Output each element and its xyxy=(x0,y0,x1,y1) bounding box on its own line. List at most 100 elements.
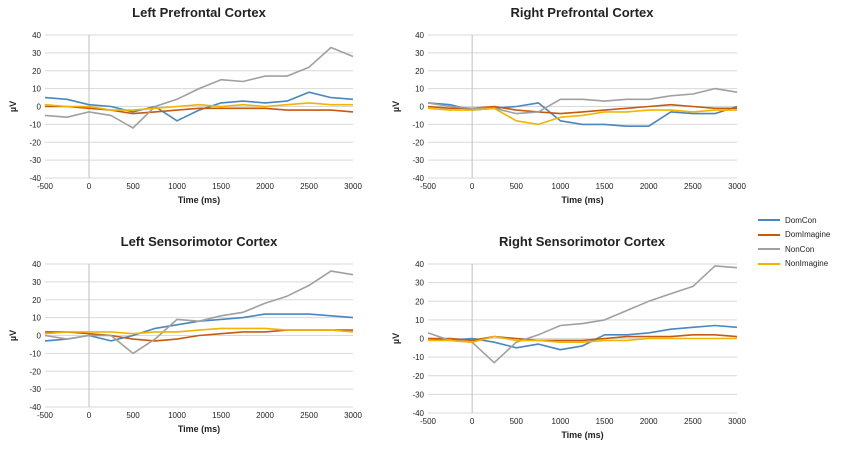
y-tick-label: -40 xyxy=(29,174,41,183)
y-tick-label: -30 xyxy=(29,156,41,165)
x-axis-label: Time (ms) xyxy=(178,195,220,205)
y-tick-label: -10 xyxy=(412,120,424,129)
x-tick-label: 2500 xyxy=(684,417,702,426)
x-tick-label: -500 xyxy=(420,417,437,426)
legend-label-nonimagine: NonImagine xyxy=(785,259,829,269)
series-line-domimagine xyxy=(428,333,738,342)
series-line-noncon xyxy=(44,46,354,129)
y-tick-label: 0 xyxy=(420,103,425,112)
x-tick-label: 3000 xyxy=(344,411,362,420)
y-tick-label: 40 xyxy=(415,260,424,269)
x-tick-label: 0 xyxy=(87,411,92,420)
x-tick-label: 1500 xyxy=(596,417,614,426)
x-tick-label: 2500 xyxy=(684,182,702,191)
x-axis-label: Time (ms) xyxy=(178,424,220,434)
y-tick-label: 40 xyxy=(415,31,424,40)
x-tick-label: 2500 xyxy=(300,182,318,191)
legend-label-domimagine: DomImagine xyxy=(785,230,831,240)
series-line-nonimagine xyxy=(44,102,353,111)
y-tick-label: 0 xyxy=(420,335,425,344)
x-tick-label: 1000 xyxy=(552,417,570,426)
series-line-nonimagine xyxy=(44,327,354,335)
x-tick-label: -500 xyxy=(37,411,54,420)
y-axis-label: µV xyxy=(391,101,401,112)
series-line-noncon xyxy=(44,270,354,355)
y-tick-label: 10 xyxy=(415,85,424,94)
x-tick-label: 3000 xyxy=(728,417,746,426)
legend-item-domcon: DomCon xyxy=(758,213,830,228)
y-tick-label: 20 xyxy=(32,296,41,305)
chart-panel-4: 40 30 20 10 0 -10 -20 -30 -40-500 0 500 1000 1500 200… xyxy=(391,234,746,440)
y-axis-label: µV xyxy=(391,333,401,344)
series-line-nonimagine xyxy=(428,335,737,344)
y-tick-label: 40 xyxy=(32,260,41,269)
x-tick-label: 500 xyxy=(126,411,140,420)
legend-swatch-domimagine xyxy=(758,233,780,236)
y-tick-label: -20 xyxy=(29,367,41,376)
legend-label-domcon: DomCon xyxy=(785,215,817,225)
legend-label-noncon: NonCon xyxy=(785,244,815,254)
x-tick-label: 1000 xyxy=(168,411,186,420)
y-tick-label: 30 xyxy=(415,49,424,58)
y-tick-label: 20 xyxy=(415,67,424,76)
chart-panel-1: 40 30 20 10 0 -10 -20 -30 -40-500 0 500 1000 1500 200… xyxy=(8,5,362,205)
series-line-domimagine xyxy=(45,105,354,115)
legend: DomCon DomImagine NonCon NonImagine xyxy=(758,213,830,271)
series-line-noncon xyxy=(427,265,738,364)
series-line-domcon xyxy=(427,324,738,351)
x-tick-label: 2000 xyxy=(256,411,274,420)
x-tick-label: 1500 xyxy=(596,182,614,191)
legend-swatch-nonimagine xyxy=(758,262,780,265)
x-tick-label: 500 xyxy=(510,182,524,191)
y-tick-label: 10 xyxy=(32,314,41,323)
x-tick-label: 2500 xyxy=(300,411,318,420)
chart-title: Left Prefrontal Cortex xyxy=(132,5,266,20)
y-tick-label: 0 xyxy=(37,332,42,341)
x-tick-label: 1500 xyxy=(212,182,230,191)
y-tick-label: -20 xyxy=(412,372,424,381)
x-axis-label: Time (ms) xyxy=(561,195,603,205)
x-tick-label: 0 xyxy=(470,182,475,191)
series-line-nonimagine xyxy=(427,107,737,126)
x-tick-label: 3000 xyxy=(344,182,362,191)
x-tick-label: 3000 xyxy=(728,182,746,191)
y-tick-label: -20 xyxy=(29,138,41,147)
y-tick-label: -30 xyxy=(412,156,424,165)
y-tick-label: 20 xyxy=(415,297,424,306)
x-tick-label: -500 xyxy=(420,182,437,191)
series-line-noncon xyxy=(427,87,738,115)
legend-item-domimagine: DomImagine xyxy=(758,228,830,243)
x-tick-label: 2000 xyxy=(256,182,274,191)
x-tick-label: 2000 xyxy=(640,417,658,426)
y-tick-label: -10 xyxy=(29,349,41,358)
legend-item-noncon: NonCon xyxy=(758,242,830,257)
y-tick-label: 20 xyxy=(32,67,41,76)
y-tick-label: -40 xyxy=(412,174,424,183)
y-tick-label: -40 xyxy=(29,403,41,412)
y-axis-label: µV xyxy=(8,330,18,341)
chart-title: Right Prefrontal Cortex xyxy=(510,5,654,20)
y-tick-label: 10 xyxy=(415,316,424,325)
y-tick-label: -20 xyxy=(412,138,424,147)
x-tick-label: 1500 xyxy=(212,411,230,420)
y-tick-label: -40 xyxy=(412,409,424,418)
x-axis-label: Time (ms) xyxy=(561,430,603,440)
x-tick-label: 500 xyxy=(510,417,524,426)
y-tick-label: 30 xyxy=(32,49,41,58)
x-tick-label: 1000 xyxy=(168,182,186,191)
y-tick-label: 40 xyxy=(32,31,41,40)
series-line-domcon xyxy=(44,91,354,122)
y-axis-label: µV xyxy=(8,101,18,112)
y-tick-label: 10 xyxy=(32,85,41,94)
chart-panel-2: 40 30 20 10 0 -10 -20 -30 -40-500 0 500 1000 1500 200… xyxy=(391,5,746,205)
x-tick-label: 1000 xyxy=(552,182,570,191)
y-tick-label: 0 xyxy=(37,103,42,112)
y-tick-label: 30 xyxy=(32,278,41,287)
y-tick-label: 30 xyxy=(415,279,424,288)
x-tick-label: 500 xyxy=(126,182,140,191)
x-tick-label: 0 xyxy=(470,417,475,426)
chart-panel-3: 40 30 20 10 0 -10 -20 -30 -40-500 0 500 1000 1500 200… xyxy=(8,234,362,434)
x-tick-label: 2000 xyxy=(640,182,658,191)
